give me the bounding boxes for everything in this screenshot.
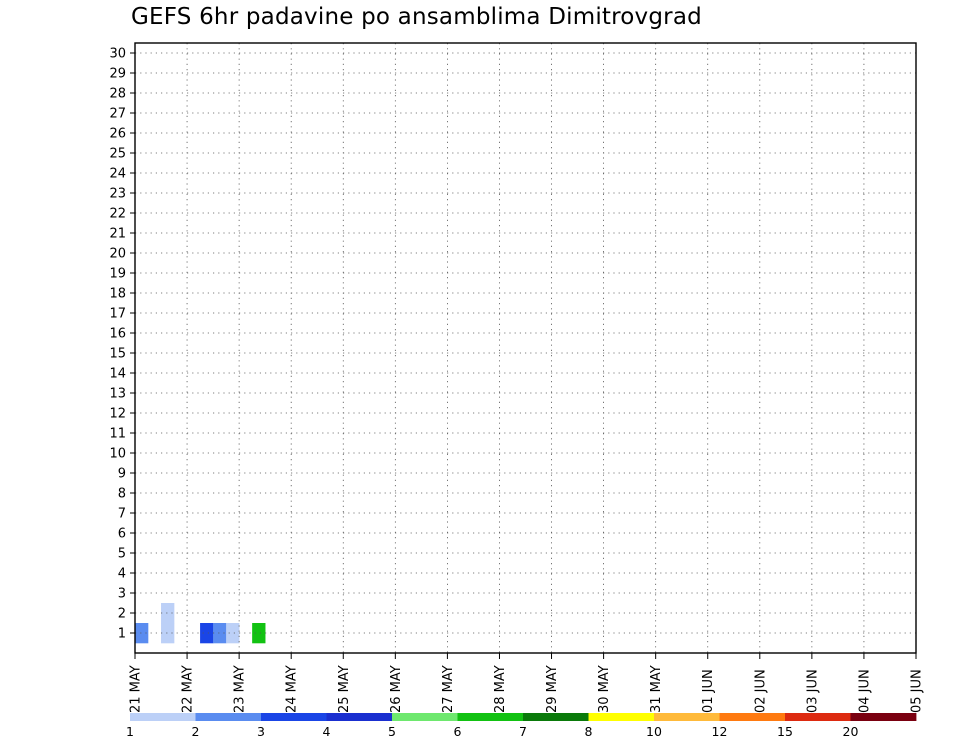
- y-tick-label: 8: [118, 487, 126, 502]
- heatmap-cell: [226, 623, 240, 644]
- x-tick-label: 04 JUN: [857, 669, 872, 713]
- y-tick-label: 21: [109, 227, 126, 242]
- y-tick-label: 9: [118, 467, 126, 482]
- legend-swatch: [850, 713, 917, 721]
- y-tick-label: 23: [109, 187, 126, 202]
- y-tick-label: 6: [118, 527, 126, 542]
- x-tick-label: 28 MAY: [493, 665, 508, 713]
- heatmap-cell: [200, 623, 214, 644]
- y-tick-label: 1: [118, 627, 126, 642]
- legend-swatch: [326, 713, 393, 721]
- y-tick-label: 2: [118, 607, 126, 622]
- y-tick-label: 20: [109, 247, 126, 262]
- heatmap-cell: [213, 623, 227, 644]
- legend-label: 1: [126, 724, 134, 739]
- legend-swatch: [261, 713, 327, 721]
- y-tick-label: 13: [109, 387, 126, 402]
- y-tick-label: 17: [109, 307, 126, 322]
- x-tick-label: 29 MAY: [545, 665, 560, 713]
- x-tick-label: 21 MAY: [129, 665, 144, 713]
- legend-swatch: [392, 713, 458, 721]
- x-tick-label: 02 JUN: [753, 669, 768, 713]
- x-tick-label: 01 JUN: [701, 669, 716, 713]
- y-tick-label: 28: [109, 87, 126, 102]
- y-tick-label: 29: [109, 67, 126, 82]
- legend-label: 4: [323, 724, 331, 739]
- y-tick-label: 16: [109, 327, 126, 342]
- y-tick-label: 27: [109, 107, 126, 122]
- legend-label: 2: [192, 724, 200, 739]
- x-tick-label: 31 MAY: [649, 665, 664, 713]
- legend-swatch: [195, 713, 262, 721]
- y-tick-label: 30: [109, 47, 126, 62]
- y-tick-label: 14: [109, 367, 126, 382]
- x-tick-label: 24 MAY: [285, 665, 300, 713]
- y-tick-label: 4: [118, 567, 126, 582]
- plot-frame: [134, 42, 917, 654]
- y-tick-label: 25: [109, 147, 126, 162]
- y-tick-label: 18: [109, 287, 126, 302]
- x-tick-label: 05 JUN: [910, 669, 925, 713]
- y-tick-label: 12: [109, 407, 126, 422]
- x-tick-label: 27 MAY: [441, 665, 456, 713]
- legend-swatch: [457, 713, 524, 721]
- y-tick-label: 24: [109, 167, 126, 182]
- legend-label: 10: [646, 724, 662, 739]
- heatmap-cell: [161, 623, 175, 644]
- x-tick-label: 25 MAY: [337, 665, 352, 713]
- heatmap-cell: [161, 603, 175, 624]
- legend-label: 3: [257, 724, 265, 739]
- y-tick-label: 5: [118, 547, 126, 562]
- legend-swatch: [654, 713, 720, 721]
- y-tick-label: 3: [118, 587, 126, 602]
- legend-swatch: [719, 713, 786, 721]
- x-tick-label: 22 MAY: [181, 665, 196, 713]
- chart-title: GEFS 6hr padavine po ansamblima Dimitrov…: [131, 4, 702, 30]
- legend-swatch: [785, 713, 851, 721]
- x-tick-label: 03 JUN: [805, 669, 820, 713]
- y-tick-label: 19: [109, 267, 126, 282]
- legend-label: 5: [388, 724, 396, 739]
- y-tick-label: 15: [109, 347, 126, 362]
- legend-label: 15: [777, 724, 793, 739]
- legend-swatch: [523, 713, 589, 721]
- x-tick-label: 26 MAY: [389, 665, 404, 713]
- legend-label: 20: [843, 724, 859, 739]
- legend-label: 6: [454, 724, 462, 739]
- y-tick-label: 7: [118, 507, 126, 522]
- y-tick-label: 10: [109, 447, 126, 462]
- y-tick-label: 22: [109, 207, 126, 222]
- heatmap-cell: [135, 623, 149, 644]
- y-tick-label: 11: [109, 427, 126, 442]
- legend-swatch: [130, 713, 196, 721]
- heatmap-cell: [252, 623, 266, 644]
- legend-label: 7: [519, 724, 527, 739]
- legend-label: 8: [585, 724, 593, 739]
- x-tick-label: 30 MAY: [597, 665, 612, 713]
- y-tick-label: 26: [109, 127, 126, 142]
- legend-label: 12: [712, 724, 728, 739]
- x-tick-label: 23 MAY: [233, 665, 248, 713]
- legend-swatch: [588, 713, 655, 721]
